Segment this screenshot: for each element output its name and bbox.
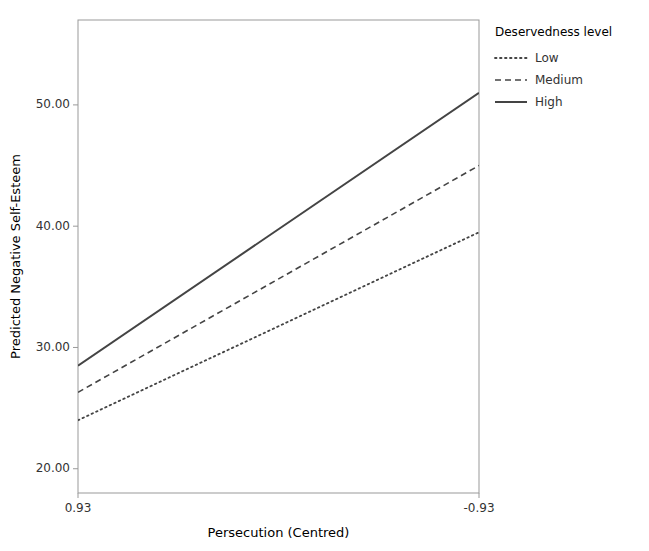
plot-frame: [78, 20, 479, 493]
chart-container: 20.00 30.00 40.00 50.00 0.93 -0.93 Persecution…: [0, 0, 649, 551]
x-tick-label: -0.93: [463, 501, 494, 515]
series-line: [78, 232, 479, 420]
y-axis-label: Predicted Negative Self-Esteem: [8, 154, 23, 359]
y-tick: [73, 347, 78, 348]
series-line: [78, 93, 479, 366]
x-tick: [479, 493, 480, 498]
legend-swatch: [495, 101, 527, 103]
plot-area: [78, 93, 479, 420]
y-tick-label: 40.00: [36, 219, 70, 233]
y-tick-label: 20.00: [36, 461, 70, 475]
y-tick-label: 50.00: [36, 97, 70, 111]
chart: 20.00 30.00 40.00 50.00 0.93 -0.93 Persecution…: [0, 0, 649, 551]
legend-swatch: [495, 57, 527, 59]
x-axis-label: Persecution (Centred): [208, 525, 350, 540]
series-line: [78, 166, 479, 393]
legend-label: Medium: [535, 73, 583, 87]
legend-label: High: [535, 95, 563, 109]
y-tick: [73, 226, 78, 227]
y-tick: [73, 104, 78, 105]
x-tick-label: 0.93: [65, 501, 92, 515]
y-tick-label: 30.00: [36, 340, 70, 354]
legend: Deservedness level Low Medium High: [495, 25, 612, 109]
x-tick: [78, 493, 79, 498]
legend-swatch: [495, 79, 527, 81]
legend-label: Low: [535, 51, 559, 65]
y-tick: [73, 468, 78, 469]
legend-title: Deservedness level: [495, 25, 612, 39]
